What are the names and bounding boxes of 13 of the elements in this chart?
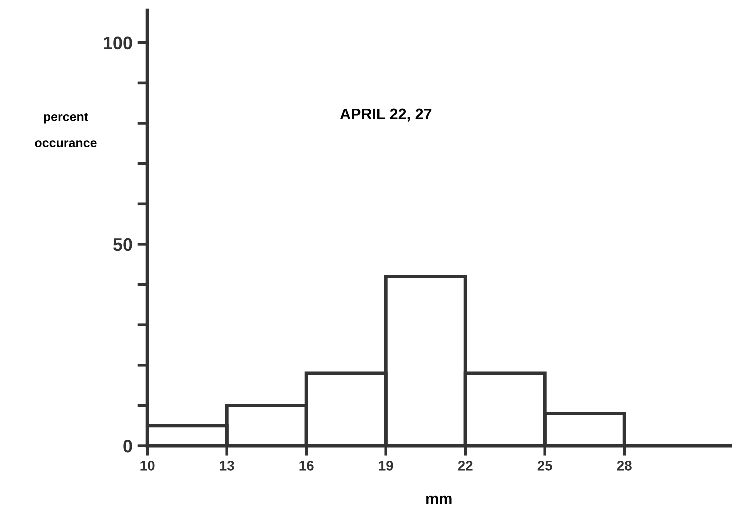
x-tick-label: 19 — [379, 460, 394, 471]
y-tick-label: 100 — [104, 36, 132, 50]
x-tick-label: 25 — [538, 460, 552, 471]
y-tick-label: 50 — [113, 238, 132, 252]
x-tick-label: 16 — [300, 460, 314, 471]
x-tick-label: 28 — [617, 460, 632, 471]
x-tick-label: 22 — [458, 460, 473, 471]
text: percent occurance — [35, 113, 97, 148]
annotation: APRIL 22, 27 — [340, 108, 432, 122]
x-tick-label: 13 — [220, 460, 234, 471]
x-tick-label: 10 — [140, 460, 155, 471]
y-tick-label: 0 — [124, 440, 132, 453]
x-axis-title: mm — [426, 496, 452, 504]
